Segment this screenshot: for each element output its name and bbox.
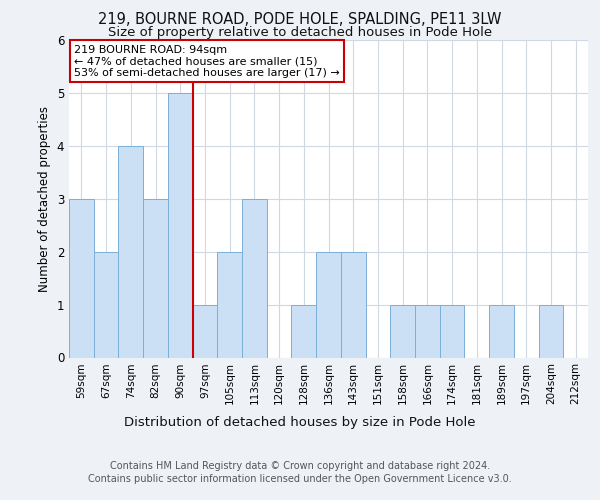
Bar: [341, 252, 365, 358]
Bar: [168, 93, 193, 357]
Text: Size of property relative to detached houses in Pode Hole: Size of property relative to detached ho…: [108, 26, 492, 39]
Text: Distribution of detached houses by size in Pode Hole: Distribution of detached houses by size …: [124, 416, 476, 429]
Bar: [94, 252, 118, 358]
Bar: [69, 198, 94, 358]
Bar: [489, 304, 514, 358]
Bar: [118, 146, 143, 358]
Bar: [292, 304, 316, 358]
Bar: [390, 304, 415, 358]
Text: 219 BOURNE ROAD: 94sqm
← 47% of detached houses are smaller (15)
53% of semi-det: 219 BOURNE ROAD: 94sqm ← 47% of detached…: [74, 45, 340, 78]
Text: Contains HM Land Registry data © Crown copyright and database right 2024.: Contains HM Land Registry data © Crown c…: [110, 461, 490, 471]
Bar: [539, 304, 563, 358]
Y-axis label: Number of detached properties: Number of detached properties: [38, 106, 51, 292]
Text: Contains public sector information licensed under the Open Government Licence v3: Contains public sector information licen…: [88, 474, 512, 484]
Bar: [217, 252, 242, 358]
Bar: [193, 304, 217, 358]
Bar: [143, 198, 168, 358]
Text: 219, BOURNE ROAD, PODE HOLE, SPALDING, PE11 3LW: 219, BOURNE ROAD, PODE HOLE, SPALDING, P…: [98, 12, 502, 28]
Bar: [242, 198, 267, 358]
Bar: [316, 252, 341, 358]
Bar: [415, 304, 440, 358]
Bar: [440, 304, 464, 358]
